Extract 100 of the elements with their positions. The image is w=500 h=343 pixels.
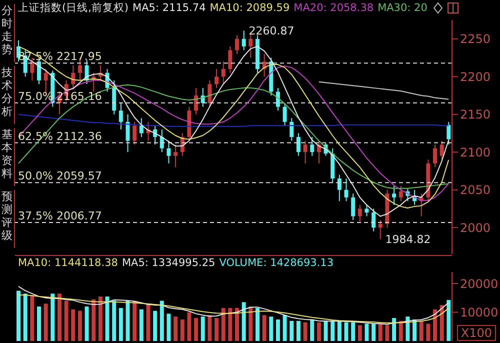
- bar: [174, 316, 178, 341]
- bar: [200, 316, 205, 341]
- bar: [126, 300, 130, 341]
- y-axis-title: X100: [456, 325, 496, 341]
- bar: [372, 324, 376, 341]
- bar: [208, 315, 212, 341]
- bar: [282, 315, 287, 341]
- bar: [98, 296, 102, 341]
- ref-line-label: 37.5% 2006.77: [18, 209, 102, 222]
- candlestick: [118, 102, 123, 130]
- bar: [23, 294, 28, 341]
- candlestick: [228, 46, 232, 74]
- bar: [406, 316, 410, 341]
- bar: [221, 308, 226, 341]
- bar: [303, 322, 308, 341]
- annotation: 2260.87: [248, 24, 294, 38]
- chart-title: 上证指数(日线,前复权): [18, 1, 129, 15]
- bar: [242, 302, 246, 341]
- candlestick: [364, 204, 369, 217]
- candlestick: [296, 132, 300, 156]
- candlestick: [344, 178, 348, 202]
- bar: [153, 310, 158, 341]
- bar: [194, 318, 198, 341]
- bar: [64, 300, 68, 341]
- candlestick: [372, 208, 376, 232]
- line-series: [18, 66, 450, 201]
- bar: [290, 320, 294, 341]
- annotation: 1984.82: [385, 232, 431, 246]
- candlestick: [310, 136, 314, 156]
- candlestick: [276, 87, 280, 112]
- text: 分时走势: [0, 4, 14, 56]
- y-tick-label: 10000: [460, 306, 498, 320]
- text: MA10: 2089.59: [210, 2, 290, 14]
- candlestick: [282, 102, 287, 126]
- candlestick: [433, 144, 438, 168]
- bar: [180, 319, 184, 341]
- bar: [105, 296, 110, 341]
- y-tick-label: 2200: [460, 70, 491, 84]
- bar: [398, 320, 403, 341]
- bar: [351, 322, 356, 341]
- bar: [358, 325, 362, 341]
- bar: [385, 325, 390, 341]
- bar: [392, 318, 396, 341]
- y-tick-label: 2100: [460, 145, 491, 160]
- candlestick: [303, 140, 308, 164]
- bar: [187, 312, 192, 341]
- bar: [228, 308, 232, 341]
- bar: [84, 306, 89, 341]
- line-series: [18, 84, 450, 189]
- y-tick-label: 2150: [460, 108, 491, 122]
- bar: [71, 309, 76, 341]
- bar: [139, 309, 144, 341]
- candlestick: [337, 174, 342, 202]
- y-tick-label: 20000: [460, 276, 498, 291]
- bar: [433, 309, 438, 341]
- y-tick-label: 2250: [460, 32, 491, 46]
- text: MA30: 20: [378, 2, 428, 14]
- bar: [316, 322, 321, 341]
- bar: [57, 294, 62, 341]
- bar: [44, 304, 48, 341]
- candlestick: [214, 68, 219, 88]
- bar: [330, 320, 335, 341]
- line-series: [318, 81, 450, 100]
- bar: [364, 324, 369, 341]
- candlestick: [351, 193, 356, 221]
- bar: [378, 324, 382, 341]
- bar: [132, 300, 137, 341]
- candlestick: [242, 30, 246, 51]
- bar: [36, 306, 41, 341]
- bar: [310, 319, 314, 341]
- bar: [50, 294, 55, 341]
- candlestick: [446, 121, 451, 146]
- text: VOLUME: 1428693.13: [219, 257, 334, 269]
- bar: [255, 308, 260, 341]
- bar: [446, 300, 451, 341]
- candlestick: [139, 118, 144, 138]
- bar: [160, 300, 164, 341]
- text: 技术分析: [0, 66, 14, 118]
- bar: [337, 320, 342, 341]
- ref-line-label: 50.0% 2059.57: [18, 170, 102, 183]
- candlestick: [208, 80, 212, 108]
- bar: [426, 324, 430, 341]
- bar: [344, 322, 348, 341]
- bar: [324, 320, 328, 341]
- text: MA5: 2115.74: [132, 2, 206, 14]
- candlestick: [378, 220, 382, 240]
- bar: [276, 319, 280, 341]
- text: MA20: 2058.38: [294, 2, 374, 14]
- candlestick: [132, 121, 137, 146]
- candlestick: [398, 186, 403, 202]
- bar: [214, 318, 219, 341]
- candlestick: [166, 140, 171, 164]
- candlestick: [290, 118, 294, 142]
- bar: [78, 310, 82, 341]
- bar: [118, 308, 123, 341]
- bar: [146, 304, 150, 341]
- bar: [112, 300, 116, 341]
- line-series: [18, 286, 450, 325]
- bar: [296, 320, 300, 341]
- text: MA5: 1334995.25: [122, 257, 216, 269]
